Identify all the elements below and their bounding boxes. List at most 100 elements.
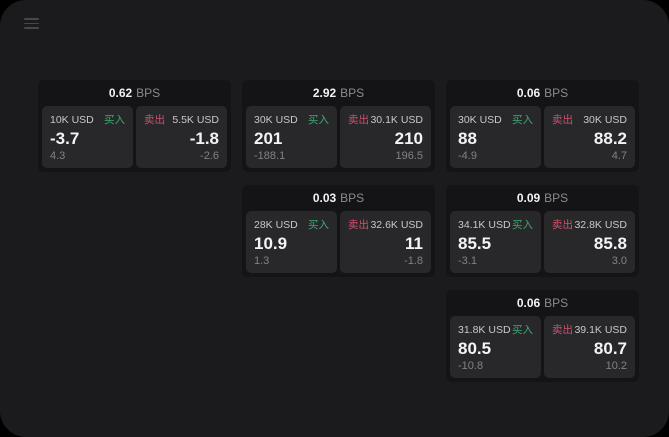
buy-delta-value: -3.1 <box>458 255 477 267</box>
sell-tile-header: 卖出 30K USD <box>552 112 627 127</box>
buy-amount: 30K USD <box>458 113 502 126</box>
sell-tile-header: 卖出 39.1K USD <box>552 322 627 337</box>
sell-side-label: 卖出 <box>348 114 369 126</box>
sell-tile-header: 卖出 32.6K USD <box>348 217 423 232</box>
sell-amount: 30.1K USD <box>370 113 423 126</box>
sell-delta-value: -2.6 <box>200 150 219 162</box>
buy-delta-value: -4.9 <box>458 150 477 162</box>
buy-quote-value: -3.7 <box>50 129 80 148</box>
buy-amount: 30K USD <box>254 113 298 126</box>
card-body: 10K USD 买入 -3.7 4.3 卖出 5.5K USD -1.8 -2.… <box>38 106 231 172</box>
card-header: 0.06 BPS <box>446 80 639 106</box>
sell-amount: 30K USD <box>583 113 627 126</box>
sell-quote-value: -1.8 <box>189 129 219 148</box>
bps-unit-label: BPS <box>340 86 365 100</box>
buy-tile[interactable]: 30K USD 买入 201 -188.1 <box>246 106 337 168</box>
buy-side-label: 买入 <box>308 219 329 231</box>
bps-value: 2.92 <box>312 86 337 100</box>
card-header: 2.92 BPS <box>242 80 435 106</box>
buy-side-label: 买入 <box>512 324 533 336</box>
card-header: 0.06 BPS <box>446 290 639 316</box>
card-header: 0.03 BPS <box>242 185 435 211</box>
sell-quote-value: 88.2 <box>593 129 627 148</box>
buy-tile-header: 10K USD 买入 <box>50 112 125 127</box>
buy-amount: 34.1K USD <box>458 218 511 231</box>
sell-amount: 39.1K USD <box>574 323 627 336</box>
buy-tile-header: 28K USD 买入 <box>254 217 329 232</box>
bps-value: 0.09 <box>516 191 541 205</box>
hamburger-menu-icon[interactable] <box>24 18 39 29</box>
sell-amount: 32.8K USD <box>574 218 627 231</box>
sell-side-label: 卖出 <box>144 114 165 126</box>
sell-amount: 5.5K USD <box>172 113 219 126</box>
quote-card-grid: 0.62 BPS 10K USD 买入 -3.7 4.3 卖出 5.5K USD… <box>38 80 639 382</box>
buy-delta-value: 4.3 <box>50 150 66 162</box>
bps-unit-label: BPS <box>544 296 569 310</box>
sell-tile-header: 卖出 5.5K USD <box>144 112 219 127</box>
buy-quote-value: 201 <box>254 129 283 148</box>
sell-tile-header: 卖出 32.8K USD <box>552 217 627 232</box>
sell-delta-value: 3.0 <box>611 255 627 267</box>
buy-side-label: 买入 <box>308 114 329 126</box>
buy-tile[interactable]: 30K USD 买入 88 -4.9 <box>450 106 541 168</box>
quote-card: 0.62 BPS 10K USD 买入 -3.7 4.3 卖出 5.5K USD… <box>38 80 231 172</box>
sell-delta-value: 196.5 <box>395 150 423 162</box>
buy-tile[interactable]: 34.1K USD 买入 85.5 -3.1 <box>450 211 541 273</box>
buy-amount: 10K USD <box>50 113 94 126</box>
quote-card: 0.09 BPS 34.1K USD 买入 85.5 -3.1 卖出 32.8K… <box>446 185 639 277</box>
buy-side-label: 买入 <box>512 114 533 126</box>
sell-delta-value: 10.2 <box>605 360 627 372</box>
buy-tile-header: 30K USD 买入 <box>254 112 329 127</box>
sell-delta-value: 4.7 <box>611 150 627 162</box>
buy-tile[interactable]: 10K USD 买入 -3.7 4.3 <box>42 106 133 168</box>
buy-tile-header: 34.1K USD 买入 <box>458 217 533 232</box>
quote-card: 2.92 BPS 30K USD 买入 201 -188.1 卖出 30.1K … <box>242 80 435 172</box>
sell-delta-value: -1.8 <box>404 255 423 267</box>
sell-tile[interactable]: 卖出 5.5K USD -1.8 -2.6 <box>136 106 227 168</box>
buy-amount: 28K USD <box>254 218 298 231</box>
bps-value: 0.06 <box>516 86 541 100</box>
sell-amount: 32.6K USD <box>370 218 423 231</box>
buy-tile[interactable]: 28K USD 买入 10.9 1.3 <box>246 211 337 273</box>
sell-quote-value: 80.7 <box>593 339 627 358</box>
buy-amount: 31.8K USD <box>458 323 511 336</box>
quote-card: 0.03 BPS 28K USD 买入 10.9 1.3 卖出 32.6K US… <box>242 185 435 277</box>
card-header: 0.09 BPS <box>446 185 639 211</box>
quote-card: 0.06 BPS 31.8K USD 买入 80.5 -10.8 卖出 39.1… <box>446 290 639 382</box>
bps-unit-label: BPS <box>544 86 569 100</box>
buy-tile-header: 30K USD 买入 <box>458 112 533 127</box>
menu-bar <box>24 18 39 20</box>
sell-side-label: 卖出 <box>552 324 573 336</box>
buy-delta-value: -188.1 <box>254 150 286 162</box>
sell-side-label: 卖出 <box>552 114 573 126</box>
buy-tile[interactable]: 31.8K USD 买入 80.5 -10.8 <box>450 316 541 378</box>
sell-side-label: 卖出 <box>348 219 369 231</box>
card-body: 28K USD 买入 10.9 1.3 卖出 32.6K USD 11 -1.8 <box>242 211 435 277</box>
card-body: 30K USD 买入 88 -4.9 卖出 30K USD 88.2 4.7 <box>446 106 639 172</box>
card-body: 31.8K USD 买入 80.5 -10.8 卖出 39.1K USD 80.… <box>446 316 639 382</box>
buy-quote-value: 88 <box>458 129 477 148</box>
sell-tile[interactable]: 卖出 30.1K USD 210 196.5 <box>340 106 431 168</box>
sell-tile[interactable]: 卖出 30K USD 88.2 4.7 <box>544 106 635 168</box>
card-body: 34.1K USD 买入 85.5 -3.1 卖出 32.8K USD 85.8… <box>446 211 639 277</box>
sell-tile[interactable]: 卖出 32.6K USD 11 -1.8 <box>340 211 431 273</box>
buy-quote-value: 85.5 <box>458 234 492 253</box>
buy-quote-value: 10.9 <box>254 234 288 253</box>
buy-tile-header: 31.8K USD 买入 <box>458 322 533 337</box>
sell-quote-value: 11 <box>405 234 423 253</box>
sell-quote-value: 210 <box>394 129 423 148</box>
buy-side-label: 买入 <box>104 114 125 126</box>
buy-side-label: 买入 <box>512 219 533 231</box>
card-header: 0.62 BPS <box>38 80 231 106</box>
sell-tile[interactable]: 卖出 39.1K USD 80.7 10.2 <box>544 316 635 378</box>
buy-delta-value: -10.8 <box>458 360 484 372</box>
bps-value: 0.62 <box>108 86 133 100</box>
sell-side-label: 卖出 <box>552 219 573 231</box>
menu-bar <box>24 27 39 29</box>
bps-unit-label: BPS <box>544 191 569 205</box>
sell-tile[interactable]: 卖出 32.8K USD 85.8 3.0 <box>544 211 635 273</box>
sell-quote-value: 85.8 <box>593 234 627 253</box>
sell-tile-header: 卖出 30.1K USD <box>348 112 423 127</box>
bps-unit-label: BPS <box>340 191 365 205</box>
